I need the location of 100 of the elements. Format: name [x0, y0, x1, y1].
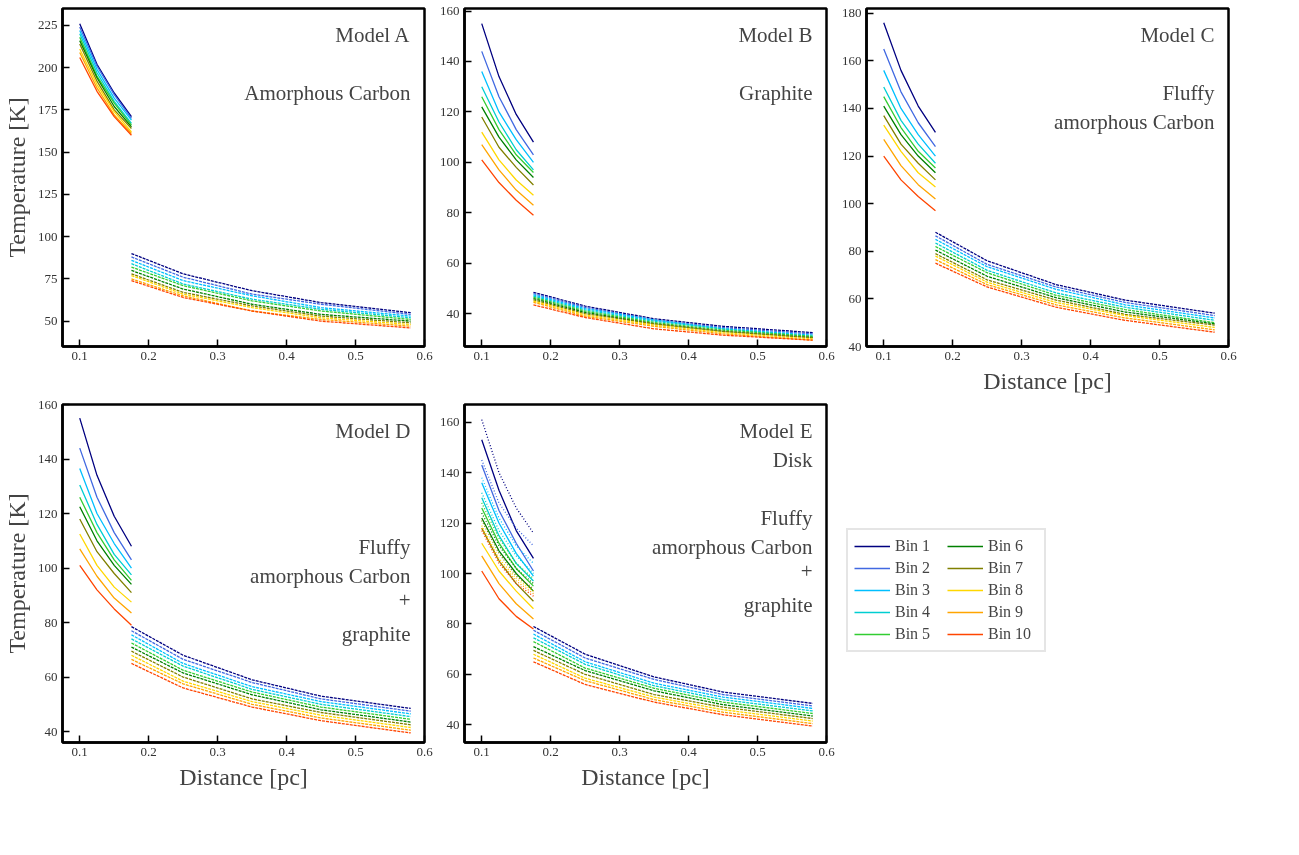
- x-tick-label: 0.1: [71, 743, 88, 759]
- line-series: [79, 506, 133, 586]
- legend-label: Bin 9: [988, 603, 1025, 621]
- y-tick-label: 150: [38, 144, 58, 160]
- line-series: [481, 70, 535, 164]
- x-tick-label: 0.1: [473, 347, 490, 363]
- line-series: [883, 155, 937, 212]
- y-tick-label: 100: [38, 228, 58, 244]
- y-tick-label: 120: [38, 505, 58, 521]
- legend-label: Bin 6: [988, 537, 1025, 555]
- x-tick-label: 0.6: [818, 347, 836, 363]
- y-tick-label: 160: [38, 396, 58, 412]
- x-tick-label: 0.2: [944, 347, 961, 363]
- y-tick-label: 100: [38, 560, 58, 576]
- y-tick-label: 40: [446, 305, 460, 321]
- x-tick-label: 0.4: [278, 347, 296, 363]
- x-tick-label: 0.3: [209, 743, 226, 759]
- annotation: Model A: [335, 22, 411, 47]
- y-tick-label: 100: [440, 565, 460, 581]
- x-tick-label: 0.1: [71, 347, 88, 363]
- legend-label: Bin 10: [988, 625, 1033, 643]
- annotation: Fluffy amorphous Carbon: [1054, 80, 1215, 134]
- x-tick-label: 0.3: [209, 347, 226, 363]
- annotation: Graphite: [739, 80, 813, 105]
- x-axis-title: Distance [pc]: [983, 367, 1112, 394]
- legend-label: Bin 3: [895, 581, 932, 599]
- x-tick-label: 0.3: [1013, 347, 1030, 363]
- y-tick-label: 125: [38, 186, 58, 202]
- y-tick-label: 180: [842, 5, 862, 21]
- line-series: [481, 116, 535, 186]
- line-series: [481, 144, 535, 206]
- line-series: [481, 418, 535, 534]
- y-tick-label: 50: [44, 313, 58, 329]
- x-tick-label: 0.6: [416, 347, 434, 363]
- line-series: [883, 22, 937, 133]
- line-series: [481, 159, 535, 216]
- y-tick-label: 120: [440, 103, 460, 119]
- legend-label: Bin 7: [988, 559, 1025, 577]
- x-tick-label: 0.5: [1151, 347, 1168, 363]
- y-tick-label: 80: [848, 243, 862, 259]
- legend-label: Bin 5: [895, 625, 932, 643]
- line-series: [79, 518, 133, 594]
- line-series: [481, 50, 535, 156]
- x-tick-label: 0.1: [473, 743, 490, 759]
- x-tick-label: 0.5: [749, 743, 766, 759]
- y-tick-label: 140: [38, 451, 58, 467]
- y-tick-label: 140: [440, 53, 460, 69]
- annotation: Amorphous Carbon: [244, 80, 411, 105]
- line-series: [481, 464, 535, 572]
- y-tick-label: 160: [440, 414, 460, 430]
- x-tick-label: 0.3: [611, 743, 628, 759]
- y-tick-label: 80: [44, 614, 58, 630]
- x-tick-label: 0.4: [680, 347, 698, 363]
- line-series: [883, 138, 937, 200]
- line-series: [79, 484, 133, 576]
- y-axis-title: Temperature [K]: [4, 493, 30, 654]
- legend-label: Bin 1: [895, 537, 932, 555]
- x-tick-label: 0.5: [749, 347, 766, 363]
- y-tick-label: 60: [446, 666, 460, 682]
- x-tick-label: 0.5: [347, 743, 364, 759]
- x-tick-label: 0.6: [818, 743, 836, 759]
- line-series: [883, 105, 937, 174]
- annotation: Model D: [335, 418, 411, 443]
- x-tick-label: 0.4: [680, 743, 698, 759]
- y-tick-label: 225: [38, 17, 58, 33]
- x-tick-label: 0.4: [1082, 347, 1100, 363]
- legend-label: Bin 2: [895, 559, 932, 577]
- y-tick-label: 120: [440, 515, 460, 531]
- line-series: [79, 548, 133, 614]
- x-tick-label: 0.2: [542, 347, 559, 363]
- y-tick-label: 60: [44, 669, 58, 685]
- line-series: [481, 439, 535, 560]
- y-tick-label: 200: [38, 59, 58, 75]
- line-series: [79, 417, 133, 547]
- y-tick-label: 100: [842, 195, 862, 211]
- line-series: [79, 467, 133, 569]
- line-series: [481, 106, 535, 179]
- line-series: [481, 570, 535, 630]
- line-series: [79, 533, 133, 603]
- y-axis-title: Temperature [K]: [4, 97, 30, 258]
- line-series: [883, 48, 937, 148]
- annotation: Fluffy amorphous Carbon + graphite: [652, 505, 813, 617]
- line-series: [883, 86, 937, 164]
- line-series: [79, 447, 133, 561]
- y-tick-label: 60: [848, 290, 862, 306]
- y-tick-label: 60: [446, 255, 460, 271]
- y-tick-label: 40: [44, 723, 58, 739]
- y-tick-label: 120: [842, 148, 862, 164]
- line-series: [481, 555, 535, 620]
- annotation: Model B: [738, 22, 813, 47]
- x-tick-label: 0.6: [416, 743, 434, 759]
- x-tick-label: 0.5: [347, 347, 364, 363]
- y-tick-label: 75: [44, 270, 58, 286]
- x-axis-title: Distance [pc]: [581, 763, 710, 790]
- legend-label: Bin 8: [988, 581, 1025, 599]
- line-series: [481, 542, 535, 610]
- annotation: Fluffy amorphous Carbon + graphite: [250, 534, 411, 646]
- annotation: Model C: [1140, 22, 1215, 47]
- x-tick-label: 0.2: [140, 743, 157, 759]
- line-series: [481, 131, 535, 196]
